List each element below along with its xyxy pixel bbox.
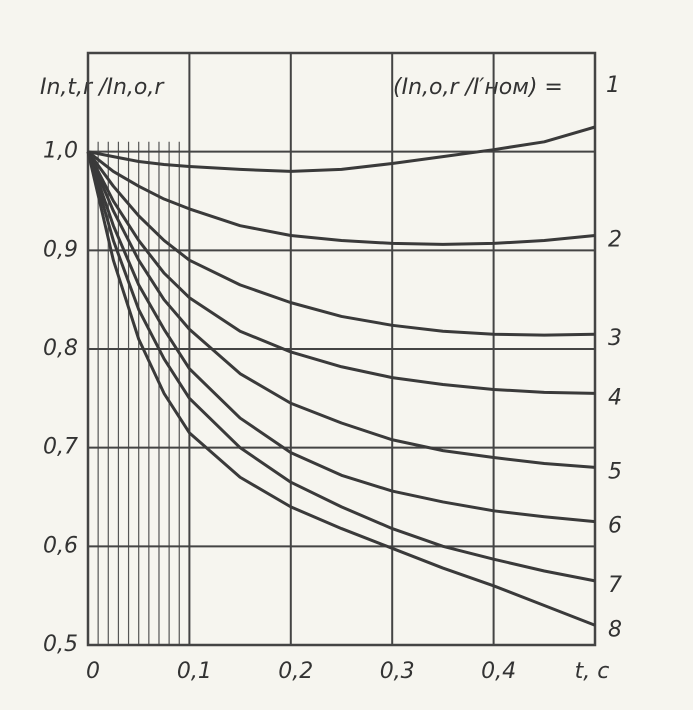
x-tick-label: 0 (86, 659, 100, 684)
y-axis-label: In,t,r /In,o,r (40, 75, 165, 100)
series-line (86, 151, 596, 524)
series-label: 6 (608, 514, 622, 539)
series-label: 8 (608, 617, 622, 642)
series-label: 1 (606, 73, 620, 98)
y-tick-label: 0,7 (43, 435, 78, 460)
x-axis-label: t, c (575, 659, 610, 684)
series-line (86, 151, 596, 469)
x-tick-label: 0,3 (380, 659, 415, 684)
series-line (87, 125, 596, 173)
y-tick-label: 0,8 (43, 336, 78, 361)
series-label: 5 (608, 459, 622, 484)
y-tick-label: 0,5 (43, 632, 78, 657)
series-line (86, 150, 596, 337)
series-label: 2 (608, 228, 622, 253)
series-label: 7 (608, 573, 622, 598)
y-tick-label: 0,9 (43, 237, 78, 262)
series-label: 4 (608, 385, 622, 410)
series-line (86, 151, 596, 583)
series-line (86, 151, 596, 627)
x-tick-label: 0,1 (177, 659, 212, 684)
series-label: 3 (608, 326, 622, 351)
legend-title: (In,o,r /I′ном) = (393, 75, 563, 100)
y-tick-label: 1,0 (43, 139, 78, 164)
series-line (86, 150, 596, 395)
x-tick-label: 0,2 (278, 659, 313, 684)
series-line (87, 150, 596, 246)
x-tick-label: 0,4 (481, 659, 516, 684)
y-tick-label: 0,6 (43, 533, 78, 558)
